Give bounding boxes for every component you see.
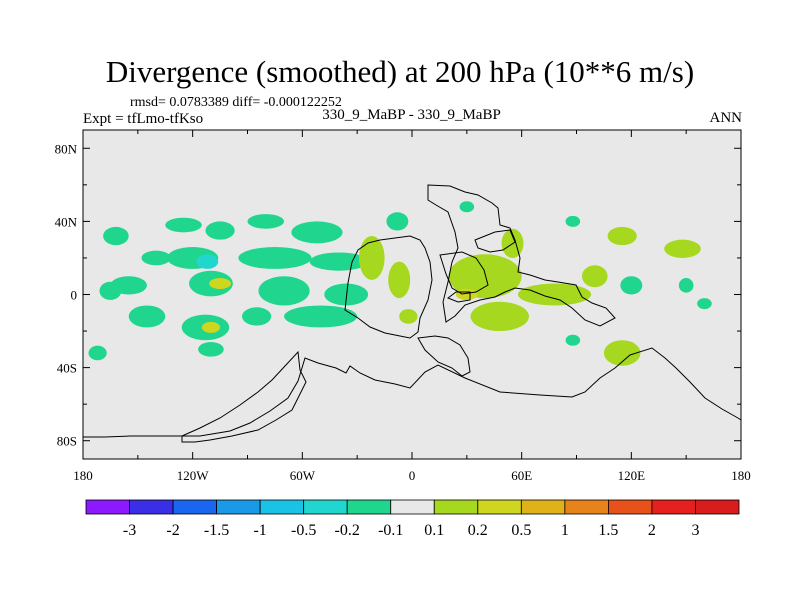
- divergence-cell-10: [238, 246, 312, 269]
- divergence-cell-38: [678, 278, 694, 293]
- colorbar-label-5: -0.2: [335, 522, 360, 539]
- x-tick-label-2: 60W: [290, 468, 316, 483]
- y-tick-label-0: 80N: [55, 141, 78, 156]
- x-tick-label-1: 120W: [177, 468, 210, 483]
- x-tick-label-0: 180: [73, 468, 93, 483]
- y-tick-label-2: 0: [71, 288, 78, 303]
- x-tick-label-5: 120E: [618, 468, 646, 483]
- divergence-cell-35: [603, 340, 641, 366]
- divergence-cell-22: [88, 345, 107, 361]
- coastline-antarctica: [83, 347, 741, 438]
- divergence-cell-19: [201, 321, 221, 333]
- y-tick-label-3: 40S: [57, 361, 77, 376]
- divergence-cell-7: [141, 250, 171, 266]
- colorbar-label-6: -0.1: [378, 522, 403, 539]
- colorbar-swatch-8: [433, 499, 479, 515]
- divergence-cell-21: [284, 305, 358, 328]
- divergence-cell-33: [607, 226, 637, 246]
- coastline-indian-ocean-inner: [417, 335, 471, 377]
- divergence-cell-0: [103, 226, 129, 246]
- divergence-cell-31: [518, 283, 592, 306]
- x-tick-label-3: 0: [409, 468, 416, 483]
- divergence-cell-12: [110, 276, 147, 295]
- colorbar-swatch-10: [520, 499, 566, 515]
- coastline-africa: [344, 235, 433, 339]
- divergence-cell-30: [470, 301, 529, 332]
- plot-background: [83, 130, 741, 459]
- divergence-cell-9: [196, 254, 219, 269]
- colorbar-label-12: 2: [648, 522, 656, 539]
- colorbar-label-7: 0.1: [424, 522, 444, 539]
- colorbar-label-13: 3: [691, 522, 699, 539]
- divergence-cell-15: [258, 276, 310, 306]
- axis-ticks: 180 120W 60W 0 60E 120E 180 80N 40N 0 40S 80S: [55, 130, 751, 483]
- divergence-cell-24: [358, 236, 385, 280]
- divergence-cell-2: [205, 221, 235, 240]
- colorbar-label-10: 1: [561, 522, 569, 539]
- divergence-cell-16: [324, 283, 369, 306]
- coastline-south-america: [181, 350, 307, 443]
- experiment-label: Expt = tfLmo-tfKso: [83, 111, 204, 127]
- divergence-cell-39: [697, 298, 712, 310]
- colorbar-swatch-13: [651, 499, 696, 515]
- colorbar-label-2: -1.5: [204, 522, 229, 539]
- chart-title: Divergence (smoothed) at 200 hPa (10**6 …: [105, 54, 695, 89]
- season-label: ANN: [709, 110, 743, 126]
- divergence-cell-11: [309, 252, 369, 271]
- colorbar-label-8: 0.2: [468, 522, 488, 539]
- colorbar-label-1: -2: [166, 522, 179, 539]
- x-tick-label-4: 60E: [511, 468, 532, 483]
- divergence-cell-41: [565, 215, 581, 227]
- colorbar-swatch-5: [303, 499, 348, 515]
- divergence-cell-26: [399, 309, 418, 324]
- coastline-eurasia: [427, 184, 616, 327]
- colorbar-label-3: -1: [253, 522, 266, 539]
- divergence-cell-3: [247, 214, 285, 229]
- colorbar: -3 -2 -1.5 -1 -0.5 -0.2 -0.1 0.1 0.2 0.5 1 1.5 2 3: [85, 499, 740, 539]
- colorbar-swatch-4: [259, 499, 305, 515]
- divergence-cell-37: [620, 276, 643, 295]
- colorbar-swatch-7: [390, 499, 435, 515]
- colorbar-swatch-14: [695, 499, 740, 515]
- divergence-cell-40: [565, 334, 581, 346]
- rmsd-diff-label: rmsd= 0.0783389 diff= -0.000122252: [130, 95, 342, 110]
- colorbar-swatch-11: [564, 499, 609, 515]
- divergence-cell-17: [128, 305, 166, 328]
- colorbar-label-11: 1.5: [598, 522, 618, 539]
- colorbar-swatch-12: [608, 499, 653, 515]
- divergence-cell-1: [165, 217, 202, 233]
- divergence-cell-27: [448, 254, 522, 299]
- coastline-peninsula: [446, 291, 471, 303]
- divergence-cell-28: [455, 289, 478, 300]
- y-tick-label-1: 40N: [55, 214, 78, 229]
- coastline-central-asia: [474, 229, 516, 253]
- divergence-cell-34: [664, 239, 701, 258]
- case-label: 330_9_MaBP - 330_9_MaBP: [322, 107, 501, 123]
- colorbar-label-4: -0.5: [291, 522, 316, 539]
- divergence-cell-5: [386, 212, 409, 231]
- divergence-cell-23: [198, 342, 224, 357]
- divergence-cell-4: [291, 221, 343, 244]
- divergence-cell-36: [459, 201, 475, 213]
- divergence-cell-32: [581, 265, 608, 288]
- colorbar-swatch-1: [129, 499, 174, 515]
- divergence-cell-25: [388, 261, 411, 299]
- colorbar-swatch-0: [85, 499, 130, 515]
- colorbar-label-9: 0.5: [511, 522, 531, 539]
- coastline-arabia-india: [439, 251, 489, 295]
- contour-field: [88, 201, 712, 366]
- divergence-cell-14: [209, 278, 232, 290]
- colorbar-label-0: -3: [123, 522, 136, 539]
- coastline-overlay: [83, 184, 741, 443]
- colorbar-swatch-3: [216, 499, 261, 515]
- colorbar-swatch-6: [346, 499, 392, 515]
- x-tick-label-6: 180: [731, 468, 751, 483]
- y-tick-label-4: 80S: [57, 434, 77, 449]
- colorbar-swatch-9: [477, 499, 522, 515]
- colorbar-swatch-2: [172, 499, 217, 515]
- divergence-cell-20: [242, 307, 272, 326]
